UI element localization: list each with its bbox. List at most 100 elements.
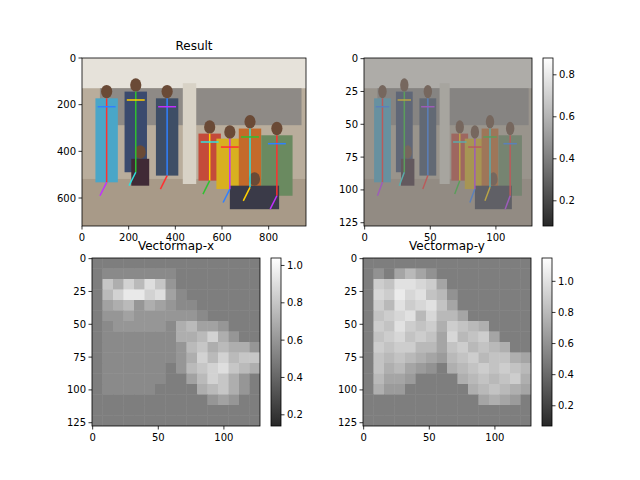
heatmap-cell xyxy=(384,300,395,311)
colorbar-tick-label: 0.6 xyxy=(558,338,574,349)
heatmap-cell xyxy=(405,395,416,406)
heatmap-cell xyxy=(155,374,166,385)
heatmap-cell xyxy=(489,353,500,364)
x-tick xyxy=(495,226,496,230)
x-tick-label: 0 xyxy=(89,432,95,443)
heatmap-cell xyxy=(103,300,114,311)
heatmap-cell xyxy=(250,405,261,416)
y-tick-label: 0 xyxy=(70,53,76,64)
heatmap-cell xyxy=(145,258,156,269)
heatmap-cell xyxy=(155,269,166,280)
heatmap-cell xyxy=(510,332,521,343)
heatmap-cell xyxy=(155,258,166,269)
heatmap-cell xyxy=(447,300,458,311)
heatmap-cell xyxy=(437,258,448,269)
heatmap-cell xyxy=(426,290,437,301)
heatmap-cell xyxy=(489,405,500,416)
heatmap-cell xyxy=(405,290,416,301)
colorbar-tick xyxy=(553,158,557,159)
heatmap-cell xyxy=(510,363,521,374)
heatmap-cell xyxy=(395,258,406,269)
heatmap-cell xyxy=(405,353,416,364)
axes-frame xyxy=(82,58,306,226)
heatmap-cell xyxy=(218,405,229,416)
heatmap-cell xyxy=(395,353,406,364)
skeleton-limb xyxy=(268,143,286,145)
heatmap-cell xyxy=(166,321,177,332)
heatmap-cell xyxy=(208,311,219,322)
photo-region xyxy=(95,98,117,182)
heatmap-cell xyxy=(447,332,458,343)
x-tick-label: 600 xyxy=(212,232,231,243)
heatmap-cell xyxy=(416,353,427,364)
heatmap-cell xyxy=(405,300,416,311)
heatmap-cell xyxy=(468,363,479,374)
heatmap-cell xyxy=(363,311,374,322)
heatmap-cell xyxy=(447,258,458,269)
heatmap-cell xyxy=(92,416,103,427)
heatmap-cell xyxy=(155,384,166,395)
heatmap-cell xyxy=(176,290,187,301)
heatmap-cell xyxy=(134,311,145,322)
heatmap-cell xyxy=(239,258,250,269)
heatmap-cell xyxy=(103,258,114,269)
heatmap-cell xyxy=(405,321,416,332)
skeleton-limb xyxy=(135,92,137,173)
heatmap-cell xyxy=(437,269,448,280)
heatmap-cell xyxy=(218,416,229,427)
heatmap-cell xyxy=(426,332,437,343)
heatmap-cell xyxy=(363,405,374,416)
heatmap-cell xyxy=(468,384,479,395)
heatmap-cell xyxy=(134,290,145,301)
heatmap-cell xyxy=(218,311,229,322)
heatmap-cell xyxy=(426,405,437,416)
heatmap-cell xyxy=(134,395,145,406)
heatmap-cell xyxy=(510,405,521,416)
colorbar-tick-label: 0.4 xyxy=(559,153,575,164)
heatmap-cell xyxy=(489,321,500,332)
heatmap-cell xyxy=(479,279,490,290)
heatmap-cell xyxy=(187,332,198,343)
heatmap-cell xyxy=(124,332,135,343)
photo-head xyxy=(271,122,282,135)
heatmap-cell xyxy=(521,384,532,395)
heatmap-cell xyxy=(187,353,198,364)
heatmap-cell xyxy=(510,290,521,301)
heatmap-cell xyxy=(124,321,135,332)
heatmap-cell xyxy=(155,332,166,343)
colorbar-tick xyxy=(281,340,285,341)
heatmap-cell xyxy=(208,332,219,343)
heatmap-cell xyxy=(134,374,145,385)
heatmap-cell xyxy=(510,321,521,332)
heatmap-cell xyxy=(145,395,156,406)
heatmap-cell xyxy=(187,321,198,332)
y-tick xyxy=(360,324,364,325)
heatmap-cell xyxy=(166,416,177,427)
heatmap-cell xyxy=(405,416,416,427)
heatmap-cell xyxy=(239,290,250,301)
x-tick-label: 200 xyxy=(119,232,138,243)
heatmap-cell xyxy=(479,258,490,269)
heatmap-cell xyxy=(218,300,229,311)
heatmap-cell xyxy=(166,395,177,406)
heatmap-cell xyxy=(489,311,500,322)
heatmap-cell xyxy=(239,416,250,427)
heatmap-cell xyxy=(229,321,240,332)
y-tick-label: 75 xyxy=(344,352,357,363)
heatmap-cell xyxy=(145,342,156,353)
skeleton-limb xyxy=(241,136,259,138)
heatmap-cell xyxy=(479,384,490,395)
heatmap-cell xyxy=(218,290,229,301)
heatmap-cell xyxy=(218,279,229,290)
heatmap-cell xyxy=(510,384,521,395)
colorbar-tick xyxy=(553,200,557,201)
heatmap-cell xyxy=(218,321,229,332)
x-tick xyxy=(223,426,224,430)
heatmap-cell xyxy=(208,395,219,406)
heatmap-cell xyxy=(416,332,427,343)
heatmap-cell xyxy=(437,353,448,364)
y-tick xyxy=(89,258,93,259)
heatmap-cell xyxy=(468,269,479,280)
heatmap-cell xyxy=(239,395,250,406)
heatmap-cell xyxy=(363,300,374,311)
